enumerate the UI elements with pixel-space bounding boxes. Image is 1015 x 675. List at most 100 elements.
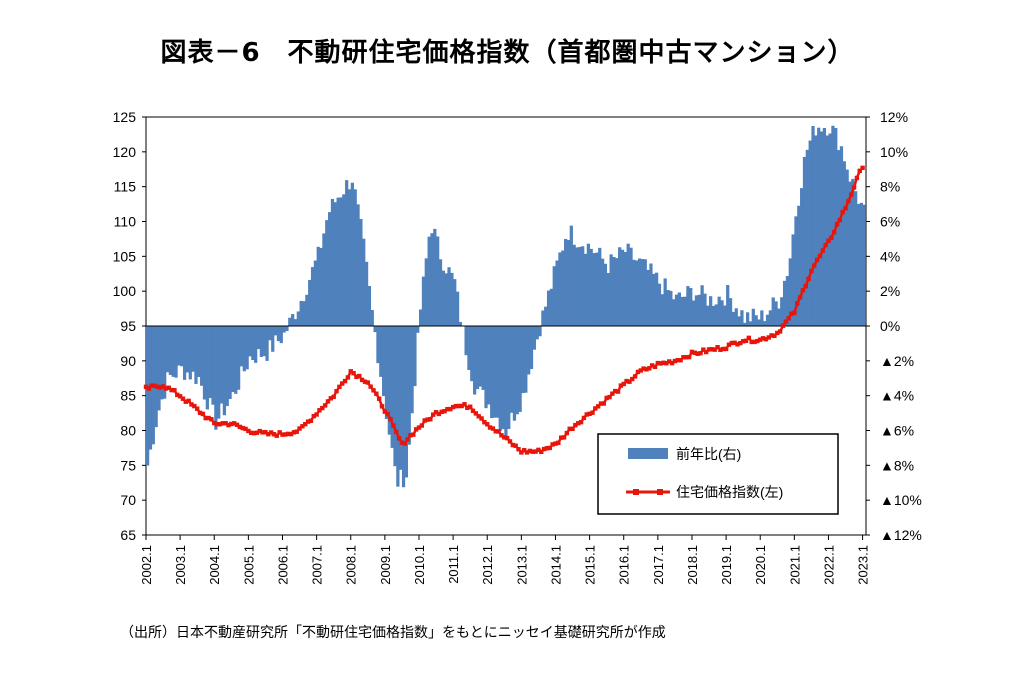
yoy-bar <box>228 326 232 399</box>
price-index-point <box>553 441 558 446</box>
chart: 125 120 115 110 105 100 95 90 85 80 75 70 65 12% 10% 8… <box>113 109 922 585</box>
yoy-bar <box>481 326 485 390</box>
right-tick-label: 10% <box>880 144 908 160</box>
x-tick-label: 2012.1 <box>480 545 495 585</box>
yoy-bar <box>308 279 312 326</box>
price-index-point <box>675 357 680 363</box>
price-index-point <box>593 406 598 411</box>
yoy-bar <box>757 319 761 326</box>
yoy-bar <box>345 180 349 326</box>
price-index-point <box>436 411 442 417</box>
yoy-bar <box>464 326 468 356</box>
price-index-point <box>249 430 254 436</box>
yoy-bar <box>339 197 343 326</box>
yoy-bar <box>854 191 858 326</box>
yoy-bar <box>436 236 440 326</box>
yoy-bar <box>828 133 832 326</box>
yoy-bar <box>487 326 491 405</box>
yoy-bar <box>521 326 525 394</box>
legend-box <box>597 433 839 515</box>
yoy-bar <box>814 135 818 326</box>
price-index-point <box>203 415 208 421</box>
yoy-bar <box>182 326 187 380</box>
yoy-bar <box>492 326 497 418</box>
yoy-bar <box>751 308 755 326</box>
price-index-point <box>243 426 248 432</box>
yoy-bar <box>856 203 861 326</box>
price-index-point <box>337 384 342 390</box>
yoy-bar <box>180 326 184 367</box>
yoy-bar <box>822 128 827 326</box>
left-tick-label: 80 <box>120 423 136 439</box>
yoy-bar <box>626 243 630 326</box>
yoy-bar <box>211 326 215 405</box>
price-index-point <box>186 398 191 404</box>
yoy-bar <box>342 194 346 326</box>
price-index-point <box>399 440 405 445</box>
yoy-bar <box>421 276 426 326</box>
price-index-point <box>439 409 444 415</box>
price-index-point <box>618 383 624 388</box>
yoy-bar <box>839 146 844 326</box>
yoy-bar <box>316 246 320 326</box>
yoy-bar <box>606 272 610 326</box>
right-tick-label: ▲4% <box>880 388 914 404</box>
yoy-bar <box>418 309 423 326</box>
price-index-point <box>655 360 661 366</box>
yoy-bar <box>208 326 212 399</box>
right-tick-label: ▲2% <box>880 353 914 369</box>
price-index-point <box>826 238 831 243</box>
price-index-point <box>263 430 268 435</box>
price-index-point <box>766 335 771 340</box>
legend-label-bar: 前年比(右) <box>676 446 741 462</box>
price-index-point <box>283 432 288 437</box>
yoy-bar <box>794 216 798 326</box>
price-index-point <box>829 235 834 240</box>
yoy-bar <box>350 182 354 326</box>
price-index-point <box>576 421 581 426</box>
yoy-bar <box>194 326 198 384</box>
yoy-bar <box>310 267 315 326</box>
yoy-bar <box>325 220 329 326</box>
price-index-point <box>726 342 732 347</box>
price-index-point <box>169 387 174 393</box>
yoy-bar <box>640 259 645 326</box>
yoy-bar <box>399 326 403 470</box>
price-index-point <box>536 447 541 453</box>
yoy-bar <box>717 296 721 326</box>
price-index-point <box>445 406 450 412</box>
legend: 前年比(右) 住宅価格指数(左) <box>597 433 839 515</box>
yoy-bar <box>313 260 318 326</box>
yoy-bar <box>353 189 357 326</box>
price-index-point <box>266 431 271 437</box>
yoy-bar <box>168 326 172 375</box>
price-index-point <box>254 430 260 435</box>
yoy-bar <box>555 260 559 326</box>
right-tick-label: 0% <box>880 318 900 334</box>
yoy-bar <box>836 150 841 326</box>
yoy-bar <box>527 326 531 375</box>
yoy-bar <box>797 205 801 326</box>
yoy-bar <box>382 326 386 397</box>
price-index-point <box>251 430 257 436</box>
left-tick-label: 125 <box>113 109 137 125</box>
yoy-bar <box>407 326 411 445</box>
yoy-bar <box>734 308 738 326</box>
yoy-bar <box>788 258 792 326</box>
price-index-point <box>357 373 362 379</box>
price-index-point <box>729 340 734 346</box>
price-index-point <box>453 403 459 409</box>
yoy-bar <box>771 297 775 326</box>
price-index-point <box>840 209 845 215</box>
yoy-bar <box>765 314 770 326</box>
yoy-bar <box>416 326 420 333</box>
yoy-bar <box>319 247 323 326</box>
yoy-bar <box>507 326 511 429</box>
yoy-bar <box>819 131 824 326</box>
yoy-bar <box>720 300 724 326</box>
yoy-bar <box>359 218 363 326</box>
price-index-point <box>172 388 177 393</box>
yoy-bar <box>185 326 190 373</box>
yoy-bar <box>780 297 784 326</box>
yoy-bar <box>672 299 676 326</box>
